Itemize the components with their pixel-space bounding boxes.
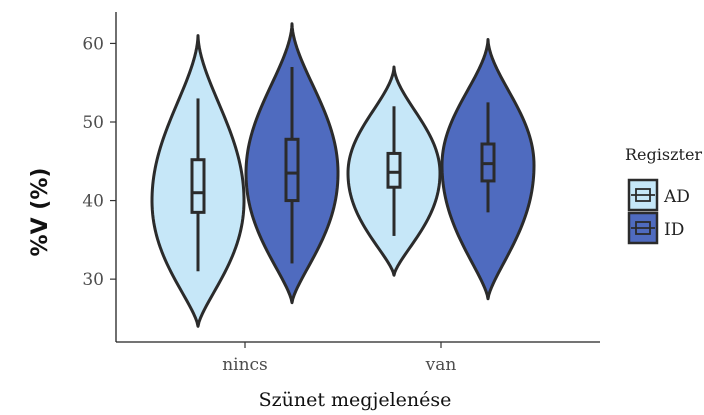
- y-tick-label-60: 60: [82, 34, 104, 54]
- legend-title: Regiszter: [625, 145, 702, 164]
- legend: Regiszter AD ID: [625, 145, 702, 245]
- y-tick-label-40: 40: [82, 192, 104, 212]
- violin-group-ID-nincs: [244, 22, 340, 305]
- boxplot-ID-nincs: [284, 137, 300, 203]
- y-tick-label-30: 30: [82, 270, 104, 290]
- x-tick-label-nincs: nincs: [222, 355, 268, 375]
- violin-group-AD-van: [346, 65, 442, 277]
- x-axis-title: Szünet megjelenése: [259, 389, 452, 411]
- x-tick-label-van: van: [425, 355, 457, 375]
- y-axis: 30 40 50 60: [82, 12, 117, 342]
- x-axis: nincs van: [116, 341, 600, 375]
- violin-group-AD-nincs: [150, 34, 246, 328]
- legend-key-AD: [627, 178, 659, 212]
- y-axis-title: %V (%): [28, 168, 53, 257]
- boxplot-AD-nincs: [190, 158, 206, 214]
- legend-label-AD: AD: [663, 187, 690, 207]
- legend-label-ID: ID: [664, 220, 684, 240]
- y-tick-label-50: 50: [82, 113, 104, 133]
- legend-key-ID: [627, 211, 659, 245]
- boxplot-AD-van: [386, 151, 402, 189]
- violin-group-ID-van: [440, 38, 536, 301]
- plot-area: [150, 22, 536, 328]
